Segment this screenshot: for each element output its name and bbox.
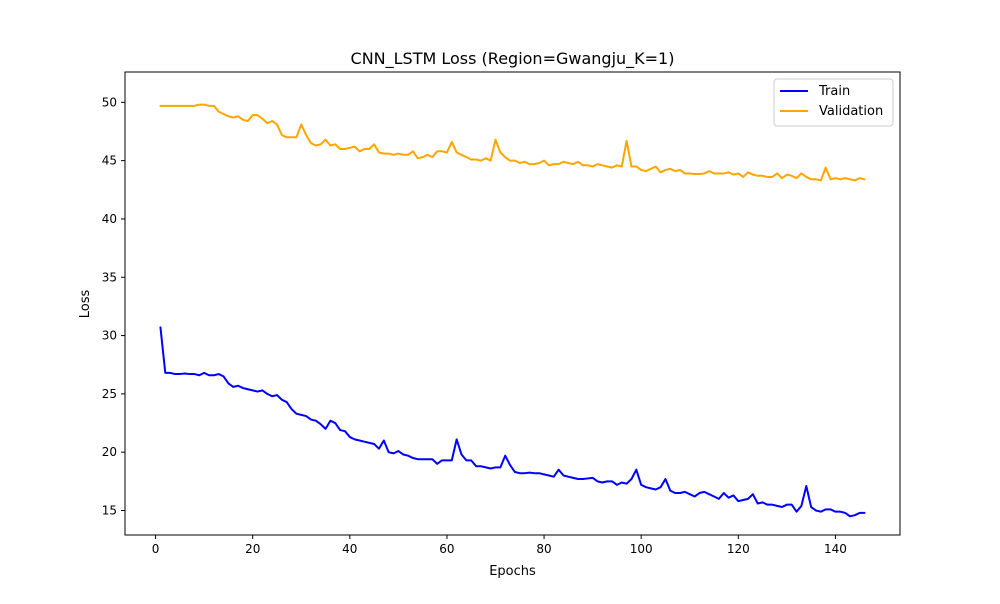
y-tick-label: 15 (102, 504, 117, 518)
legend-label: Validation (819, 104, 883, 119)
y-axis-label: Loss (78, 290, 93, 319)
x-tick-label: 120 (727, 542, 750, 556)
x-tick-label: 80 (536, 542, 551, 556)
plot-frame (124, 71, 901, 536)
legend-label: Train (818, 84, 850, 99)
y-tick-label: 20 (102, 445, 117, 459)
x-tick-label: 0 (152, 542, 160, 556)
series-line-train (159, 326, 866, 518)
legend: Train Validation (773, 78, 894, 127)
x-tick-label: 60 (439, 542, 454, 556)
series-line-validation (159, 103, 866, 182)
y-tick-label: 30 (102, 329, 117, 343)
y-tick-label: 45 (102, 154, 117, 168)
x-tick-label: 40 (342, 542, 357, 556)
x-tick-label: 20 (245, 542, 260, 556)
chart-title: CNN_LSTM Loss (Region=Gwangju_K=1) (351, 49, 675, 69)
x-tick-label: 140 (824, 542, 847, 556)
y-tick-label: 40 (102, 212, 117, 226)
y-tick-label: 25 (102, 387, 117, 401)
y-tick-label: 50 (102, 95, 117, 109)
y-tick-label: 35 (102, 270, 117, 284)
x-axis-label: Epochs (489, 564, 536, 579)
axis-ticks: 0 20 40 60 80 100 120 140 15 20 25 30 35 40 45 50 (102, 95, 847, 556)
plot-area (159, 103, 866, 518)
x-tick-label: 100 (630, 542, 653, 556)
